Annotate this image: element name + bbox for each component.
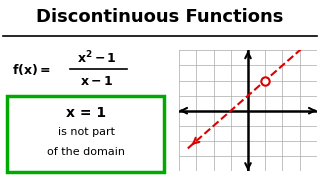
Text: x = 1: x = 1	[66, 106, 106, 120]
Text: $\bf{f(x) =}$: $\bf{f(x) =}$	[12, 62, 51, 76]
Text: is not part: is not part	[58, 127, 115, 137]
FancyBboxPatch shape	[7, 96, 164, 172]
Text: Discontinuous Functions: Discontinuous Functions	[36, 8, 284, 26]
Text: $\bf{x - 1}$: $\bf{x - 1}$	[80, 75, 114, 88]
Text: $\bf{x^2 - 1}$: $\bf{x^2 - 1}$	[77, 50, 117, 66]
Text: of the domain: of the domain	[47, 147, 125, 157]
